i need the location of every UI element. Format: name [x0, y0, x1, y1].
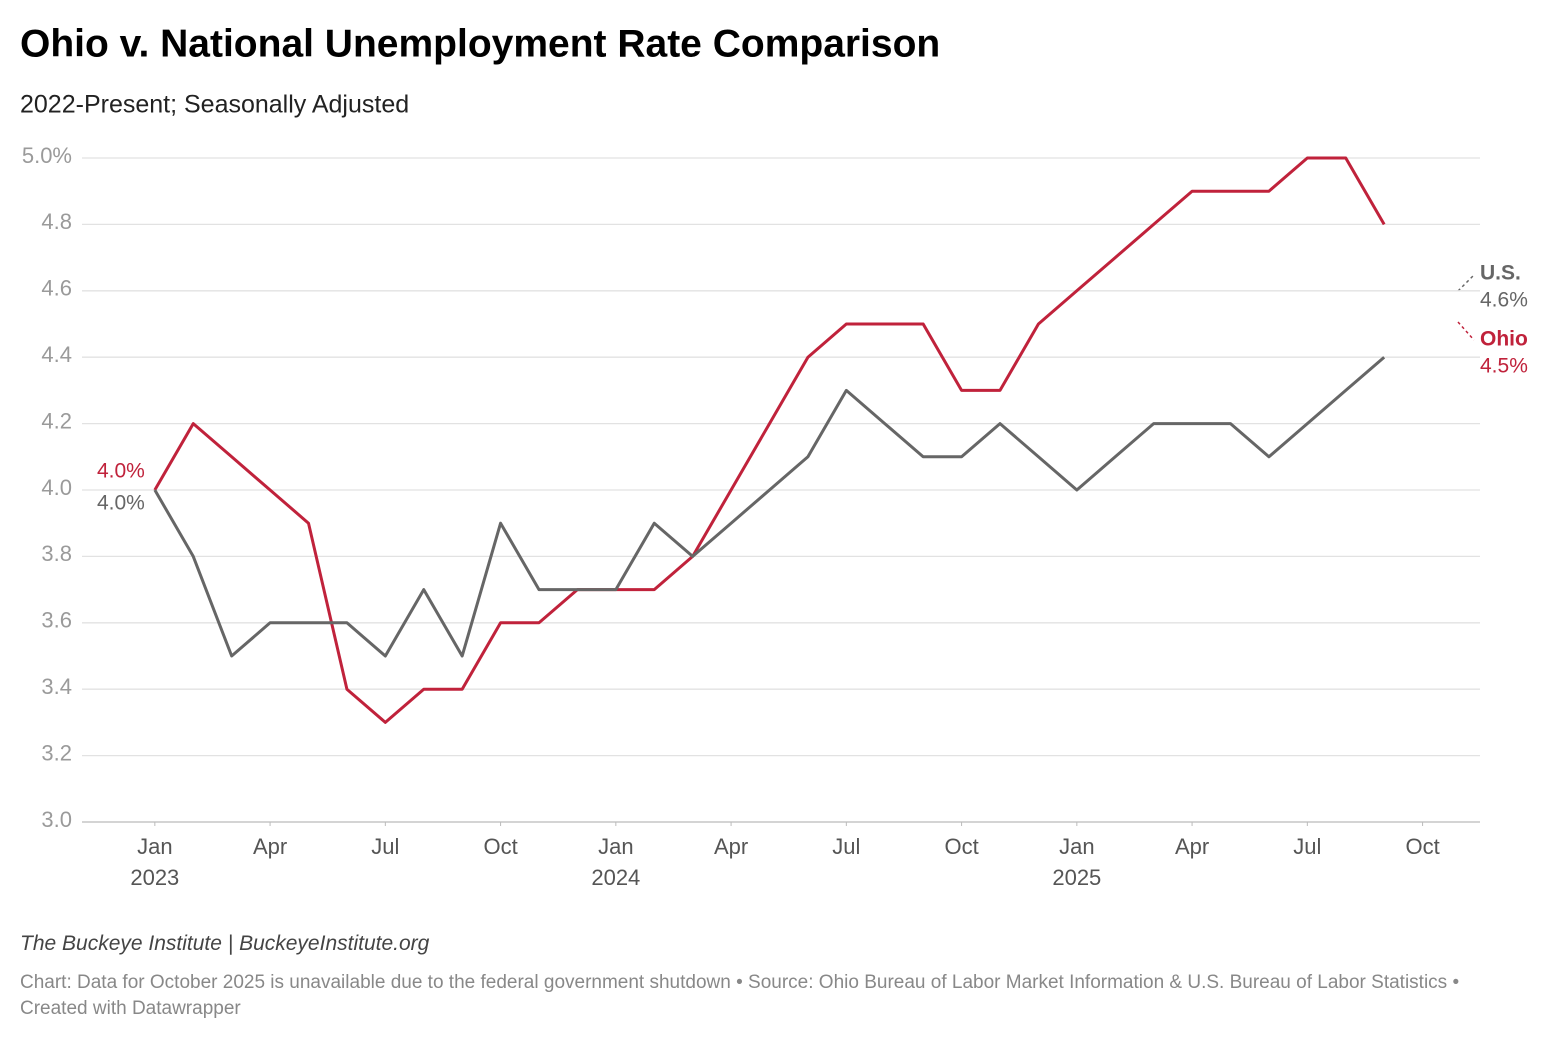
line [153, 356, 1386, 658]
series-annotation: 4.6% [1480, 289, 1528, 312]
x-tick-year: 2023 [130, 865, 179, 890]
series-label: U.S. [1480, 262, 1521, 285]
x-tick-label: Oct [944, 834, 978, 859]
y-tick-label: 3.4 [41, 674, 72, 699]
y-tick-label: 3.0 [41, 807, 72, 832]
x-tick-year: 2024 [591, 865, 640, 890]
y-tick-label: 3.2 [41, 740, 72, 765]
x-tick-year: 2025 [1052, 865, 1101, 890]
y-tick-label: 4.0 [41, 475, 72, 500]
y-tick-label: 4.2 [41, 408, 72, 433]
x-tick-label: Jul [832, 834, 860, 859]
chart-title: Ohio v. National Unemployment Rate Compa… [20, 22, 940, 65]
x-tick-label: Jul [1293, 834, 1321, 859]
y-tick-label: 4.6 [41, 276, 72, 301]
line [153, 156, 1386, 724]
series-label: Ohio [1480, 328, 1528, 351]
x-tick-label: Jan [598, 834, 633, 859]
x-tick-label: Jan [137, 834, 172, 859]
x-tick-label: Jan [1059, 834, 1094, 859]
label-connector [1457, 274, 1475, 292]
y-tick-label: 4.4 [41, 342, 72, 367]
x-tick-label: Apr [1175, 834, 1209, 859]
y-tick-label: 3.6 [41, 608, 72, 633]
label-connector [1457, 321, 1475, 341]
x-tick-label: Oct [483, 834, 517, 859]
x-tick-label: Jul [371, 834, 399, 859]
y-tick-label: 4.8 [41, 209, 72, 234]
value-label: 4.0% [97, 492, 145, 515]
chart-note: Chart: Data for October 2025 is unavaila… [20, 972, 1460, 1019]
x-tick-label: Apr [253, 834, 287, 859]
value-label: 4.0% [97, 460, 145, 483]
x-tick-label: Oct [1405, 834, 1439, 859]
x-tick-label: Apr [714, 834, 748, 859]
chart: Ohio v. National Unemployment Rate Compa… [20, 22, 1528, 890]
chart-subtitle: 2022-Present; Seasonally Adjusted [20, 91, 409, 119]
series-annotation: 4.5% [1480, 355, 1528, 378]
y-tick-label: 3.8 [41, 541, 72, 566]
y-tick-label: 5.0% [22, 143, 72, 168]
byline: The Buckeye Institute | BuckeyeInstitute… [20, 932, 430, 955]
